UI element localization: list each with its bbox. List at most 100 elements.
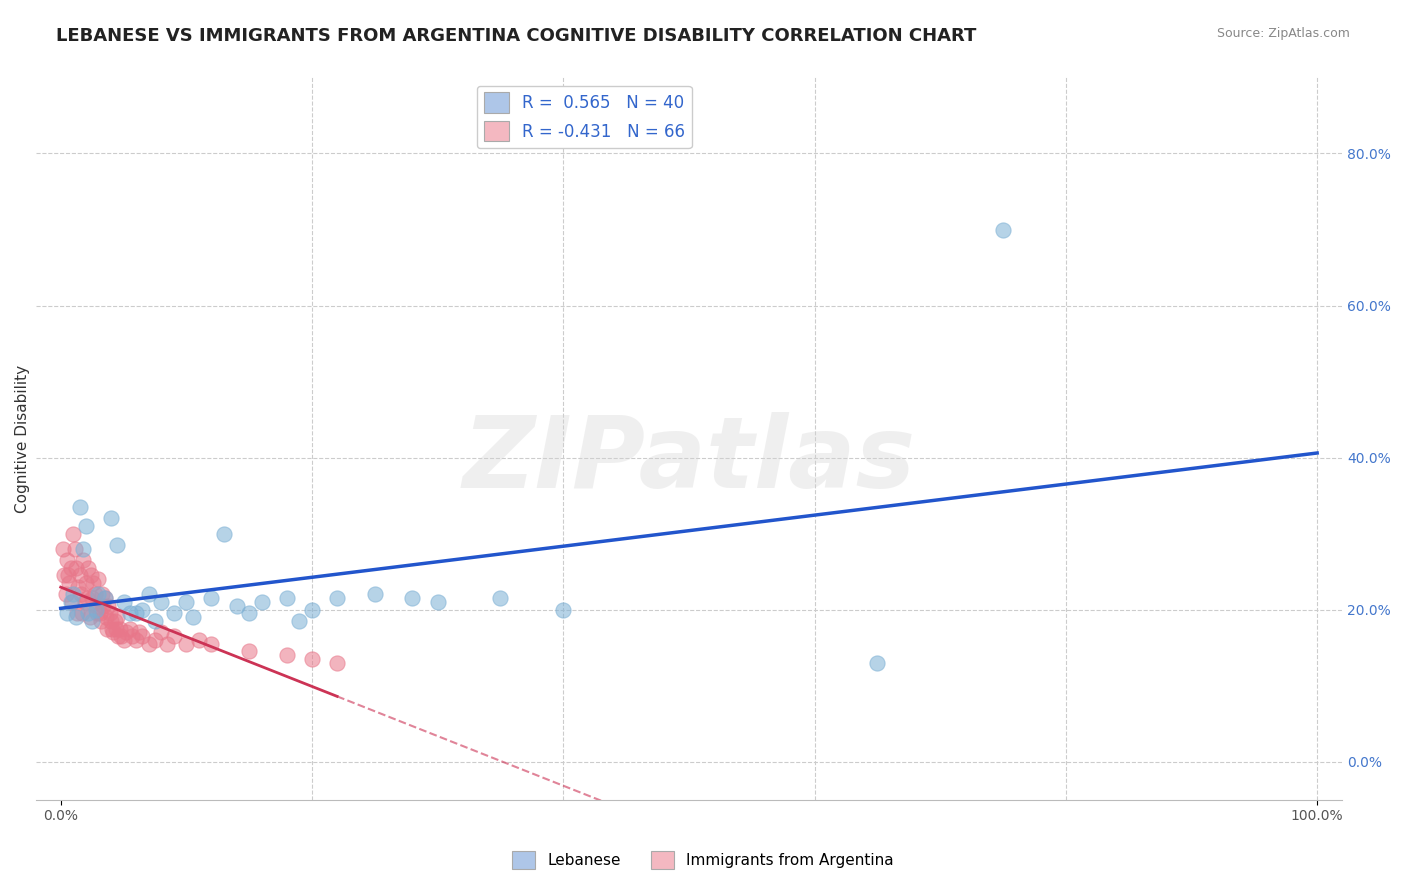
Point <box>163 607 186 621</box>
Point <box>131 602 153 616</box>
Point <box>93 591 115 606</box>
Point <box>77 561 100 575</box>
Point <box>75 576 97 591</box>
Text: ZIPatlas: ZIPatlas <box>463 412 915 508</box>
Point <box>62 526 84 541</box>
Point <box>104 622 127 636</box>
Legend: R =  0.565   N = 40, R = -0.431   N = 66: R = 0.565 N = 40, R = -0.431 N = 66 <box>477 86 692 148</box>
Point <box>105 538 128 552</box>
Point <box>131 629 153 643</box>
Point <box>56 553 79 567</box>
Point <box>63 541 86 556</box>
Point <box>65 561 87 575</box>
Point <box>326 656 349 670</box>
Point <box>66 607 89 621</box>
Point <box>97 599 120 613</box>
Point <box>301 652 323 666</box>
Point <box>107 629 129 643</box>
Point <box>288 614 311 628</box>
Point <box>82 614 104 628</box>
Point <box>72 541 94 556</box>
Point <box>143 633 166 648</box>
Point <box>125 607 148 621</box>
Point <box>104 614 127 628</box>
Point <box>58 568 80 582</box>
Point <box>87 572 110 586</box>
Point <box>98 607 121 621</box>
Point <box>52 541 75 556</box>
Point <box>150 595 173 609</box>
Point <box>82 576 104 591</box>
Point <box>70 607 93 621</box>
Point <box>276 591 298 606</box>
Point <box>75 519 97 533</box>
Point <box>143 614 166 628</box>
Point <box>58 576 80 591</box>
Point <box>150 625 173 640</box>
Point <box>53 568 76 582</box>
Point <box>65 610 87 624</box>
Point <box>83 587 105 601</box>
Point <box>991 222 1014 236</box>
Point <box>364 587 387 601</box>
Point <box>103 625 125 640</box>
Point <box>73 595 96 609</box>
Point <box>100 614 122 628</box>
Point <box>101 622 124 636</box>
Point <box>181 610 204 624</box>
Point <box>84 599 107 613</box>
Point <box>105 610 128 624</box>
Point <box>82 591 104 606</box>
Point <box>55 587 77 601</box>
Point <box>276 648 298 663</box>
Point <box>326 591 349 606</box>
Point <box>69 568 91 582</box>
Point <box>163 629 186 643</box>
Point <box>59 595 82 609</box>
Point <box>112 633 135 648</box>
Point <box>200 637 222 651</box>
Point <box>200 591 222 606</box>
Point <box>138 587 160 601</box>
Point <box>87 587 110 601</box>
Point <box>121 629 143 643</box>
Point <box>90 614 112 628</box>
Text: LEBANESE VS IMMIGRANTS FROM ARGENTINA COGNITIVE DISABILITY CORRELATION CHART: LEBANESE VS IMMIGRANTS FROM ARGENTINA CO… <box>56 27 977 45</box>
Point <box>72 553 94 567</box>
Point <box>84 602 107 616</box>
Point <box>89 607 111 621</box>
Point <box>56 607 79 621</box>
Point <box>76 591 98 606</box>
Point <box>69 500 91 514</box>
Y-axis label: Cognitive Disability: Cognitive Disability <box>15 365 30 513</box>
Point <box>301 602 323 616</box>
Point <box>125 633 148 648</box>
Point <box>250 595 273 609</box>
Point <box>238 644 260 658</box>
Point <box>187 633 209 648</box>
Point <box>115 625 138 640</box>
Point <box>110 629 132 643</box>
Point <box>60 595 83 609</box>
Point <box>93 599 115 613</box>
Point <box>112 595 135 609</box>
Point <box>96 622 118 636</box>
Point <box>225 599 247 613</box>
Legend: Lebanese, Immigrants from Argentina: Lebanese, Immigrants from Argentina <box>506 845 900 875</box>
Point <box>108 622 131 636</box>
Point <box>79 610 101 624</box>
Point <box>176 637 198 651</box>
Point <box>94 610 117 624</box>
Point <box>118 607 141 621</box>
Point <box>489 591 512 606</box>
Point <box>138 637 160 651</box>
Point <box>80 568 103 582</box>
Point <box>62 587 84 601</box>
Point <box>426 595 449 609</box>
Point <box>176 595 198 609</box>
Point <box>553 602 575 616</box>
Point <box>77 607 100 621</box>
Point <box>100 511 122 525</box>
Point <box>86 607 108 621</box>
Point <box>67 580 90 594</box>
